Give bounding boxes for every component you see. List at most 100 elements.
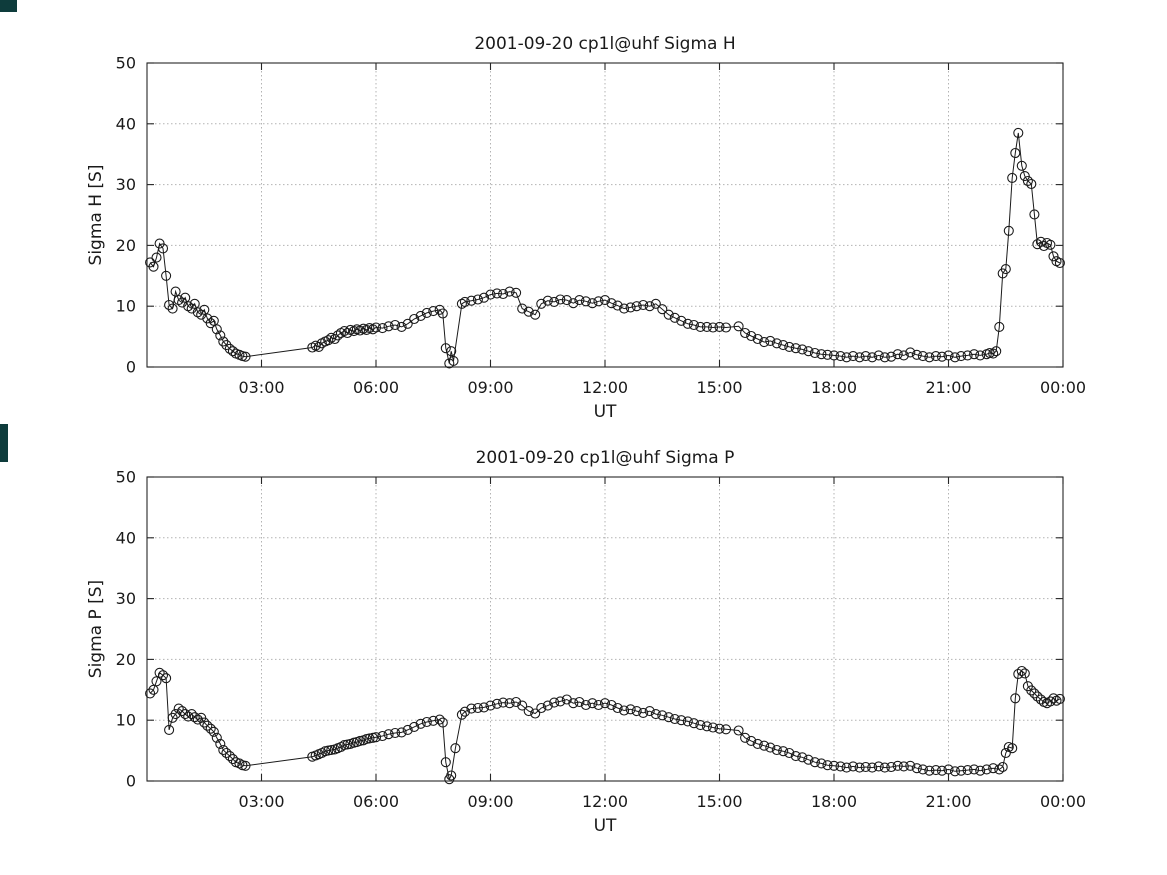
- data-point-marker: [396, 321, 407, 332]
- data-point-marker: [196, 309, 207, 320]
- data-point-marker: [1019, 668, 1030, 679]
- y-tick-label: 40: [116, 528, 136, 547]
- data-point-marker: [170, 709, 181, 720]
- data-point-marker: [192, 307, 203, 318]
- data-point-marker: [145, 688, 156, 699]
- y-tick-label: 50: [116, 54, 136, 73]
- data-point-marker: [167, 712, 178, 723]
- data-point-marker: [740, 327, 751, 339]
- x-tick-label: 12:00: [582, 792, 628, 811]
- data-point-marker: [1000, 264, 1011, 275]
- data-point-marker: [867, 762, 878, 773]
- data-point-marker: [625, 704, 636, 715]
- data-point-marker: [1022, 175, 1033, 187]
- data-point-marker: [157, 243, 169, 254]
- data-point-marker: [720, 322, 732, 333]
- data-point-marker: [421, 307, 432, 318]
- data-point-marker: [714, 723, 725, 734]
- data-point-marker: [434, 714, 445, 725]
- data-point-marker: [1013, 127, 1024, 138]
- data-point-marker: [943, 764, 954, 775]
- data-point-marker: [988, 763, 999, 774]
- data-point-marker: [956, 765, 967, 776]
- data-point-marker: [606, 298, 617, 309]
- data-point-marker: [828, 350, 840, 361]
- data-point-marker: [370, 322, 382, 333]
- data-point-marker: [930, 765, 941, 776]
- data-point-marker: [848, 761, 859, 772]
- data-point-marker: [771, 744, 782, 756]
- data-point-marker: [816, 349, 827, 360]
- sigma-p-chart: 03:00 06:00 09:00 12:00 15:00 18:00 21:00 00:00…: [86, 448, 1086, 836]
- data-point-marker: [189, 298, 200, 309]
- data-point-marker: [809, 757, 820, 768]
- data-point-marker: [784, 747, 795, 759]
- y-tick-label: 50: [116, 468, 136, 487]
- data-point-marker: [994, 321, 1005, 332]
- data-point-marker: [342, 327, 353, 339]
- data-point-marker: [962, 765, 973, 776]
- data-point-marker: [657, 710, 668, 721]
- data-point-marker: [835, 351, 846, 362]
- data-point-marker: [949, 766, 961, 777]
- data-point-marker: [905, 347, 916, 358]
- data-point-marker: [485, 700, 496, 711]
- x-tick-label: 21:00: [925, 378, 971, 397]
- data-point-marker: [676, 715, 687, 726]
- data-point-marker: [854, 352, 865, 363]
- data-point-marker: [421, 716, 432, 728]
- data-point-marker: [669, 312, 680, 323]
- data-point-marker: [682, 318, 693, 329]
- data-point-marker: [370, 732, 382, 743]
- data-point-marker: [517, 303, 528, 314]
- x-tick-label: 09:00: [467, 378, 513, 397]
- data-point-marker: [542, 295, 553, 306]
- data-point-marker: [1010, 693, 1021, 704]
- data-point-marker: [1045, 696, 1056, 707]
- data-point-marker: [151, 676, 162, 687]
- data-point-marker: [446, 346, 457, 357]
- data-point-marker: [809, 347, 820, 359]
- data-point-marker: [644, 706, 655, 717]
- data-point-marker: [701, 721, 712, 732]
- data-point-marker: [879, 352, 890, 363]
- data-point-marker: [402, 318, 413, 329]
- data-point-marker: [1029, 688, 1040, 699]
- data-point-marker: [437, 717, 448, 728]
- data-point-marker: [752, 738, 763, 749]
- y-tick-label: 0: [126, 358, 136, 377]
- x-tick-label: 09:00: [467, 792, 513, 811]
- data-point-marker: [619, 705, 630, 716]
- data-point-marker: [612, 702, 623, 714]
- data-point-marker: [440, 757, 451, 768]
- data-point-marker: [784, 341, 795, 352]
- data-point-marker: [227, 346, 238, 357]
- data-point-marker: [663, 309, 674, 320]
- data-point-marker: [208, 726, 219, 737]
- data-point-marker: [905, 760, 916, 771]
- data-point-marker: [491, 288, 503, 299]
- data-point-marker: [631, 301, 642, 312]
- data-point-marker: [205, 318, 216, 329]
- data-point-marker: [161, 673, 172, 684]
- data-point-marker: [367, 324, 378, 335]
- data-point-marker: [415, 310, 426, 321]
- data-point-marker: [189, 712, 200, 723]
- data-point-marker: [1003, 225, 1014, 236]
- data-point-marker: [650, 298, 661, 309]
- data-point-marker: [329, 333, 340, 345]
- data-point-marker: [377, 323, 388, 334]
- data-point-marker: [778, 340, 789, 351]
- data-point-marker: [688, 319, 699, 331]
- data-point-marker: [215, 738, 226, 749]
- x-tick-label: 00:00: [1040, 792, 1086, 811]
- data-point-marker: [707, 722, 719, 733]
- data-point-marker: [224, 343, 235, 354]
- x-tick-label: 06:00: [353, 378, 399, 397]
- data-point-marker: [860, 761, 871, 773]
- data-point-marker: [822, 349, 833, 360]
- data-point-marker: [873, 761, 884, 772]
- data-point-marker: [759, 740, 770, 751]
- data-point-marker: [180, 709, 191, 720]
